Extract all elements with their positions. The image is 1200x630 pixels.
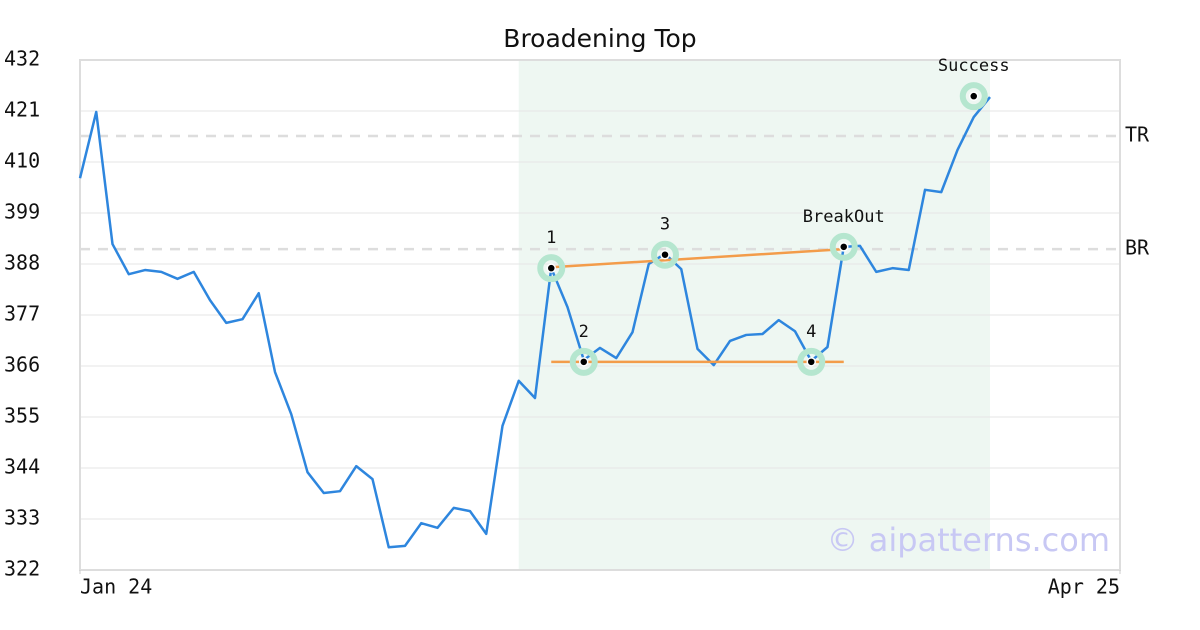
y-tick-label: 366 xyxy=(4,353,40,377)
y-tick-label: 421 xyxy=(4,98,40,122)
marker-halo xyxy=(797,347,826,376)
marker-halo xyxy=(569,347,598,376)
marker xyxy=(579,357,589,367)
price-line xyxy=(78,96,991,549)
y-tick-label: 410 xyxy=(4,149,40,173)
marker-label: 3 xyxy=(660,215,670,235)
plot-frame xyxy=(79,59,1121,571)
marker xyxy=(660,249,670,260)
marker-halo xyxy=(829,232,858,261)
y-tick-label: 388 xyxy=(4,251,40,275)
x-tick-label: Apr 25 xyxy=(1048,575,1120,599)
watermark: © aipatterns.com xyxy=(827,521,1110,559)
y-tick-label: 344 xyxy=(4,455,40,479)
trendline xyxy=(551,247,844,269)
marker-label: 1 xyxy=(546,228,556,248)
marker xyxy=(969,91,979,101)
level-label: TR xyxy=(1125,123,1150,147)
x-tick-label: Jan 24 xyxy=(80,575,152,599)
marker-label: 2 xyxy=(579,322,589,342)
y-tick-label: 355 xyxy=(4,404,40,428)
marker xyxy=(806,357,816,367)
marker-label: BreakOut xyxy=(803,207,885,227)
marker xyxy=(839,242,849,252)
marker-halo xyxy=(959,82,988,111)
marker-label: 4 xyxy=(806,322,816,342)
y-tick-label: 432 xyxy=(4,47,40,71)
y-tick-label: 322 xyxy=(4,557,40,581)
y-tick-label: 377 xyxy=(4,302,40,326)
y-tick-label: 333 xyxy=(4,506,40,530)
y-tick-label: 399 xyxy=(4,200,40,224)
marker-halo xyxy=(651,240,679,269)
level-label: BR xyxy=(1125,236,1150,260)
marker-halo xyxy=(537,254,566,283)
marker-label: Success xyxy=(938,56,1010,76)
chart-title: Broadening Top xyxy=(503,24,696,53)
marker xyxy=(546,263,556,273)
